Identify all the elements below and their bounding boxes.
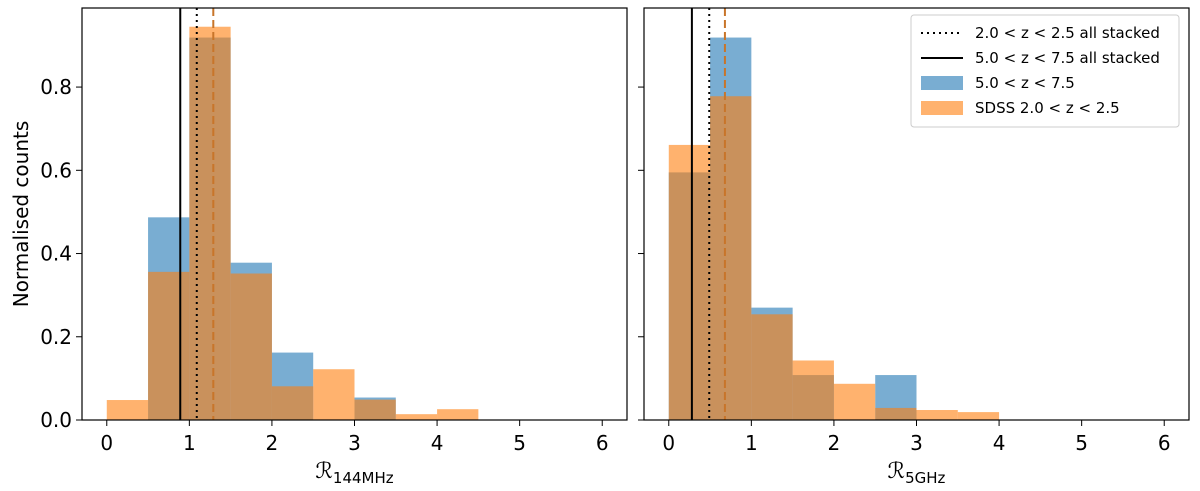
bar-sdss-4 [833, 383, 876, 420]
bar-sdss-7 [957, 412, 1000, 420]
bar-sdss-2 [189, 26, 231, 421]
right-vlines [690, 8, 726, 420]
y-tick-label: 0.8 [40, 75, 72, 99]
y-tick-label: 0.2 [40, 325, 72, 349]
y-tick-label: 0.4 [40, 242, 72, 266]
bar-sdss-2 [751, 314, 793, 420]
y-tick-label: 0.6 [40, 158, 72, 182]
x-tick-label: 6 [1158, 431, 1171, 455]
left-x-axis-label: ℛ144MHz [315, 459, 393, 487]
x-tick-label: 1 [745, 431, 758, 455]
bar-sdss-0 [668, 144, 711, 420]
legend: 2.0 < z < 2.5 all stacked 5.0 < z < 7.5 a… [910, 14, 1180, 128]
bar-sdss-5 [313, 369, 355, 420]
right-bars [668, 37, 1000, 421]
bar-sdss-1 [148, 271, 190, 420]
bar-sdss-1 [710, 96, 752, 421]
bar-sdss-3 [792, 360, 834, 420]
bar-sdss-3 [230, 273, 272, 420]
left-vlines [179, 8, 215, 420]
x-tick-label: 4 [431, 431, 444, 455]
legend-handle [921, 76, 963, 90]
y-tick-label: 0.0 [40, 408, 72, 432]
legend-handle [921, 101, 963, 115]
x-tick-label: 6 [596, 431, 609, 455]
y-axis-label: Normalised counts [9, 121, 33, 308]
x-tick-label: 0 [662, 431, 675, 455]
x-tick-label: 3 [348, 431, 361, 455]
bar-sdss-5 [875, 407, 917, 420]
x-tick-label: 5 [1075, 431, 1088, 455]
left-panel: 0 1 2 3 4 5 6 0.0 0.2 0.4 0.6 0.8 ℛ144MHz [40, 7, 628, 487]
left-bars [106, 26, 479, 421]
right-axes-frame [643, 7, 1190, 421]
x-tick-label: 5 [513, 431, 526, 455]
x-tick-label: 2 [828, 431, 841, 455]
x-tick-label: 2 [266, 431, 279, 455]
bar-sdss-0 [106, 400, 149, 420]
x-tick-label: 4 [993, 431, 1006, 455]
right-y-ticks [638, 86, 644, 421]
x-tick-label: 1 [183, 431, 196, 455]
legend-label: SDSS 2.0 < z < 2.5 [975, 99, 1120, 117]
bar-sdss-4 [271, 386, 314, 420]
bar-sdss-8 [437, 409, 479, 420]
left-y-ticks: 0.0 0.2 0.4 0.6 0.8 [40, 75, 82, 432]
bar-sdss-7 [395, 414, 438, 420]
right-x-axis-label: ℛ5GHz [888, 459, 946, 487]
bar-sdss-6 [354, 399, 396, 420]
left-axes-frame [81, 7, 628, 421]
legend-label: 5.0 < z < 7.5 [975, 74, 1075, 92]
legend-label: 5.0 < z < 7.5 all stacked [975, 49, 1160, 67]
right-x-ticks: 0 1 2 3 4 5 6 [662, 420, 1171, 455]
legend-label: 2.0 < z < 2.5 all stacked [975, 24, 1160, 42]
bar-sdss-6 [916, 410, 958, 420]
right-panel: 0 1 2 3 4 5 6 ℛ5GHz 2.0 < z < 2.5 all stacked 5… [638, 7, 1190, 487]
x-tick-label: 0 [100, 431, 113, 455]
left-x-ticks: 0 1 2 3 4 5 6 [100, 420, 609, 455]
legend-box [910, 14, 1180, 128]
x-tick-label: 3 [910, 431, 923, 455]
